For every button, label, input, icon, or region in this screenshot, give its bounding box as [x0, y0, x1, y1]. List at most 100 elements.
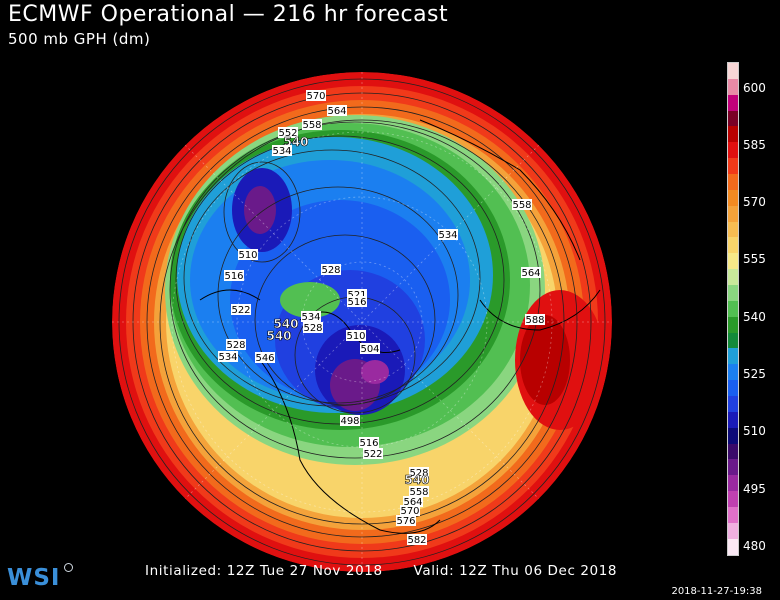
contour-label: 528 — [321, 265, 340, 276]
colorbar-label: 480 — [743, 539, 766, 553]
colorbar-segment — [728, 253, 738, 270]
contour-label-bg — [347, 289, 367, 300]
contour-label: 521 — [347, 290, 366, 301]
contour-label-bg — [255, 352, 275, 363]
contour-label: 498 — [340, 416, 359, 427]
colorbar-segment — [728, 348, 738, 365]
contour-label-bg — [363, 448, 383, 459]
contour-label: 546 — [255, 353, 274, 364]
contour-label: 534 — [218, 352, 237, 363]
colorbar-label: 600 — [743, 81, 766, 95]
colorbar-segment — [728, 94, 738, 111]
contour-label: 510 — [238, 250, 257, 261]
wsi-logo: WSI — [7, 565, 61, 591]
colorbar-segment — [728, 522, 738, 539]
logo-mark-icon — [64, 563, 73, 572]
colorbar-segment — [728, 285, 738, 301]
contour-label-bg — [438, 229, 458, 240]
contour-label: 564 — [327, 106, 346, 117]
contour-label: 558 — [409, 487, 428, 498]
contour-label: 522 — [363, 449, 382, 460]
colorbar-segment — [728, 221, 738, 238]
contour-label: 504 — [360, 344, 379, 355]
colorbar-segment — [728, 63, 738, 79]
contour-label: 558 — [302, 120, 321, 131]
colorbar-segment — [728, 205, 738, 222]
colorbar-segment — [728, 126, 738, 143]
colorbar-label: 585 — [743, 138, 766, 152]
colorbar-segment — [728, 364, 738, 381]
contour-label-bg — [226, 339, 246, 350]
colorbar-label: 555 — [743, 252, 766, 266]
contour-label: 534 — [438, 230, 457, 241]
colorbar-segment — [728, 237, 738, 254]
contour-label: 540 — [404, 473, 429, 487]
contour-label-bg — [400, 505, 420, 516]
contour-label: 516 — [347, 297, 366, 308]
contour-label-bg — [407, 534, 427, 545]
chart-title: ECMWF Operational — 216 hr forecast — [8, 2, 449, 27]
contour-label: 540 — [266, 329, 291, 343]
contour-label: 516 — [224, 271, 243, 282]
contour-label-bg — [218, 351, 238, 362]
colorbar-label: 540 — [743, 310, 766, 324]
contour-label: 534 — [301, 312, 320, 323]
contour-label: 522 — [231, 305, 250, 316]
contour-label: 558 — [512, 200, 531, 211]
contour-label-bg — [340, 415, 360, 426]
contour-label-bg — [360, 343, 380, 354]
contour-label: 534 — [272, 146, 291, 157]
colorbar-segment — [728, 443, 738, 460]
colorbar-segment — [728, 174, 738, 190]
contour-label: 576 — [396, 516, 415, 527]
initialized-time: Initialized: 12Z Tue 27 Nov 2018 — [145, 563, 383, 579]
contour-label-bg — [231, 304, 251, 315]
contour-label-bg — [525, 314, 545, 325]
contour-label-bg — [302, 119, 322, 130]
contour-label-bg — [306, 90, 326, 101]
colorbar-segment — [728, 507, 738, 523]
colorbar-label: 495 — [743, 482, 766, 496]
colorbar-segment — [728, 459, 738, 476]
colorbar-segment — [728, 427, 738, 444]
contour-label: 582 — [407, 535, 426, 546]
colorbar-segment — [728, 78, 738, 95]
contour-label: 552 — [278, 128, 297, 139]
colorbar — [727, 62, 739, 556]
contour-label-bg — [327, 105, 347, 116]
contour-label-bg — [303, 322, 323, 333]
colorbar-label: 570 — [743, 195, 766, 209]
contour-label-bg — [301, 311, 321, 322]
colorbar-segment — [728, 158, 738, 175]
colorbar-segment — [728, 380, 738, 397]
valid-time: Valid: 12Z Thu 06 Dec 2018 — [413, 563, 618, 579]
contour-label: 516 — [359, 438, 378, 449]
contour-label: 564 — [521, 268, 540, 279]
contour-label-bg — [512, 199, 532, 210]
colorbar-segment — [728, 396, 738, 412]
colorbar-label: 510 — [743, 424, 766, 438]
colorbar-segment — [728, 142, 738, 159]
contour-label: 528 — [303, 323, 322, 334]
contour-label-bg — [347, 296, 367, 307]
colorbar-segment — [728, 110, 738, 127]
contour-label-bg — [346, 330, 366, 341]
colorbar-segment — [728, 538, 738, 555]
contour-label: 510 — [346, 331, 365, 342]
contour-label: 540 — [273, 317, 298, 331]
contour-label-bg — [359, 437, 379, 448]
contour-label: 528 — [409, 468, 428, 479]
contour-label-bg — [409, 467, 429, 478]
contour-label-bg — [278, 127, 298, 138]
contour-label: 570 — [400, 506, 419, 517]
contour-label: 528 — [226, 340, 245, 351]
colorbar-segment — [728, 411, 738, 428]
chart-subtitle: 500 mb GPH (dm) — [8, 30, 151, 48]
contour-label: 570 — [306, 91, 325, 102]
contour-label-bg — [396, 515, 416, 526]
colorbar-segment — [728, 189, 738, 206]
generated-timestamp: 2018-11-27-19:38 — [671, 586, 762, 597]
contour-label-bg — [238, 249, 258, 260]
colorbar-label: 525 — [743, 367, 766, 381]
